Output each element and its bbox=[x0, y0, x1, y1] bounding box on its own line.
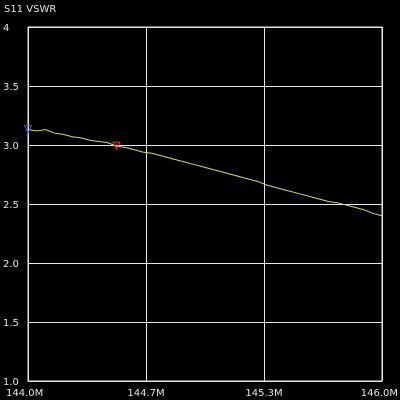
x-tick-label: 146.0M bbox=[361, 388, 398, 399]
x-tick-labels: 144.0M 144.7M 145.3M 146.0M bbox=[6, 388, 398, 399]
y-tick-label: 4 bbox=[3, 23, 9, 34]
y-tick-labels: 1.0 1.5 2.0 2.5 3.0 3.5 4 bbox=[3, 23, 19, 388]
y-tick-label: 2.0 bbox=[3, 259, 19, 270]
y-tick-label: 1.0 bbox=[3, 377, 19, 388]
y-tick-label: 3.0 bbox=[3, 141, 19, 152]
chart-title: S11 VSWR bbox=[4, 4, 56, 15]
markers-group bbox=[23, 125, 121, 151]
y-tick-label: 1.5 bbox=[3, 318, 19, 329]
y-tick-label: 3.5 bbox=[3, 82, 19, 93]
series-group bbox=[27, 129, 383, 217]
y-tick-label: 2.5 bbox=[3, 200, 19, 211]
grid bbox=[27, 26, 383, 382]
x-tick-label: 145.3M bbox=[245, 388, 282, 399]
series-line bbox=[27, 129, 383, 217]
x-tick-label: 144.0M bbox=[6, 388, 43, 399]
marker-2 bbox=[112, 141, 121, 151]
marker-1 bbox=[23, 125, 33, 134]
x-tick-label: 144.7M bbox=[127, 388, 164, 399]
